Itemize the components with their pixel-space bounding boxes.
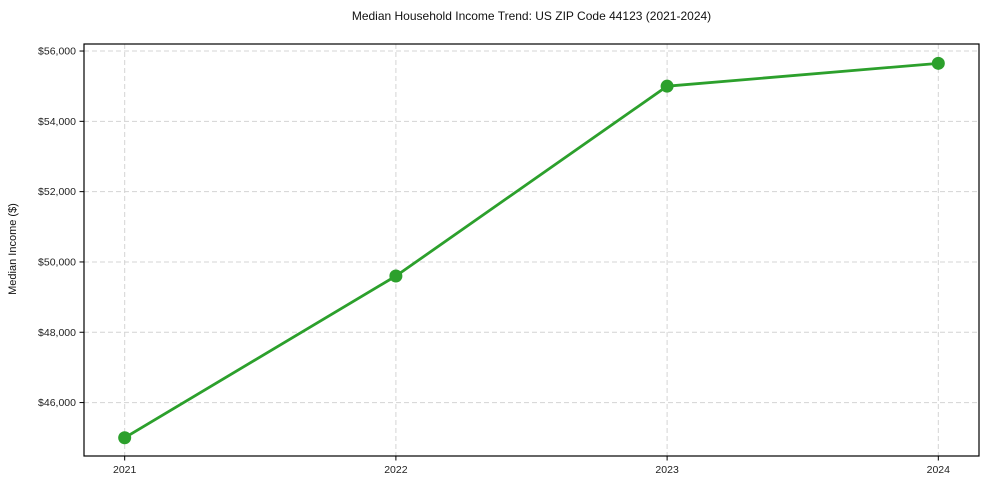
- y-tick-label: $52,000: [38, 186, 76, 198]
- x-tick-label: 2023: [655, 464, 679, 476]
- x-tick-label: 2024: [927, 464, 951, 476]
- y-tick-label: $50,000: [38, 256, 76, 268]
- y-tick-label: $54,000: [38, 116, 76, 128]
- data-point-marker: [389, 269, 403, 283]
- y-tick-label: $48,000: [38, 327, 76, 339]
- y-tick-label: $56,000: [38, 46, 76, 58]
- income-trend-line: [123, 61, 940, 440]
- y-axis-label: Median Income ($): [7, 203, 19, 295]
- data-point-marker: [660, 79, 674, 93]
- x-tick-label: 2022: [384, 464, 408, 476]
- x-tick-label: 2021: [113, 464, 137, 476]
- chart-title: Median Household Income Trend: US ZIP Co…: [351, 9, 712, 23]
- data-point-marker: [118, 431, 132, 445]
- y-tick-label: $46,000: [38, 397, 76, 409]
- plot-border: [83, 43, 980, 457]
- data-point-marker: [931, 56, 945, 70]
